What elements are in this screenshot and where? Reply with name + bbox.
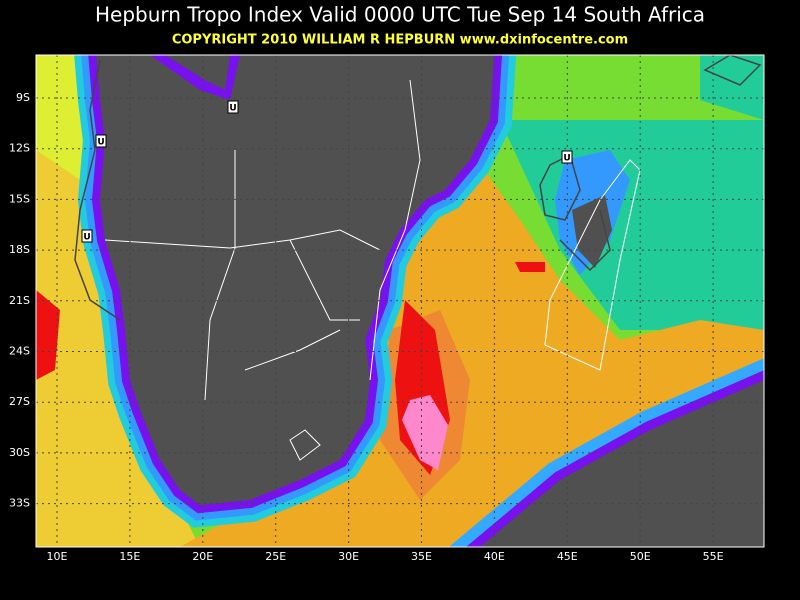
copyright: COPYRIGHT 2010 WILLIAM R HEPBURN www.dxi…: [172, 33, 628, 48]
grid: [36, 55, 764, 547]
lat-label: 30S: [9, 446, 30, 459]
marker-label: U: [97, 138, 104, 148]
lon-label: 40E: [484, 550, 505, 563]
southeast-land: [448, 358, 764, 547]
lon-label: 45E: [557, 550, 578, 563]
lat-label: 9S: [16, 91, 30, 104]
marker-label: U: [83, 233, 90, 243]
field-east: [180, 150, 764, 547]
marker-box: [81, 229, 93, 243]
lat-label: 33S: [9, 497, 30, 510]
title: Hepburn Tropo Index Valid 0000 UTC Tue S…: [95, 3, 705, 27]
lat-label: 27S: [9, 395, 30, 408]
marker-label: U: [563, 154, 570, 164]
lon-label: 10E: [47, 550, 68, 563]
lon-label: 25E: [265, 550, 286, 563]
field-pink: [402, 395, 448, 470]
lon-label: 50E: [630, 550, 651, 563]
field-ne2: [700, 55, 764, 120]
lat-label: 21S: [9, 294, 30, 307]
lat-label: 12S: [9, 142, 30, 155]
lat-label: 24S: [9, 345, 30, 358]
marker-box: [95, 134, 107, 148]
marker-box: [561, 150, 573, 164]
lat-label: 15S: [9, 192, 30, 205]
africa: [74, 55, 517, 528]
map-field: [36, 55, 764, 547]
lon-label: 20E: [192, 550, 213, 563]
lon-label: 55E: [703, 550, 724, 563]
lon-label: 35E: [411, 550, 432, 563]
lon-label: 30E: [338, 550, 359, 563]
field-west-red: [36, 290, 60, 380]
lon-label: 15E: [119, 550, 140, 563]
map: [35, 54, 765, 548]
field-red-2: [515, 262, 545, 272]
marker-label: U: [229, 104, 236, 114]
map-frame: [35, 54, 765, 548]
lat-label: 18S: [9, 243, 30, 256]
marker-box: [227, 100, 239, 114]
